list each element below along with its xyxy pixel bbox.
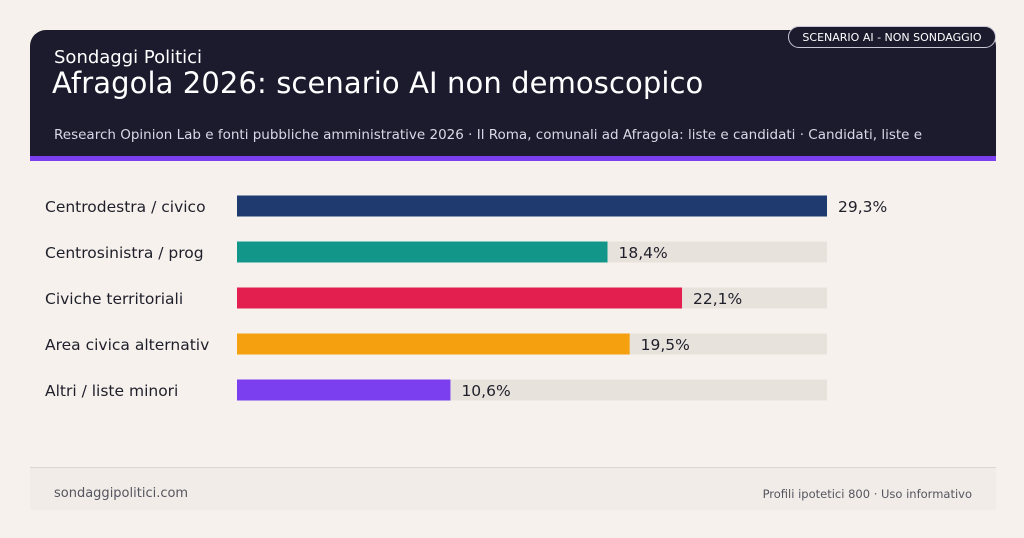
header-panel: Sondaggi Politici Afragola 2026: scenari… [30,30,996,156]
bar [237,287,683,309]
value-label: 18,4% [619,244,668,262]
bar [237,379,451,401]
bar-row: Area civica alternativ 19,5% [45,333,827,355]
scenario-badge: SCENARIO AI - NON SONDAGGIO [788,26,996,48]
category-label: Altri / liste minori [45,382,178,400]
bar-row: Centrodestra / civico 29,3% [45,195,887,217]
bar-row: Centrosinistra / prog 18,4% [45,241,827,263]
bar [237,241,608,263]
bar-chart: Centrodestra / civico 29,3% Centrosinistra… [45,195,887,401]
category-label: Area civica alternativ [45,336,209,354]
sources-line: Research Opinion Lab e fonti pubbliche a… [54,127,923,143]
category-label: Centrosinistra / prog [45,244,204,262]
footer: sondaggipolitici.com Profili ipotetici 8… [30,468,996,510]
value-label: 22,1% [693,290,742,308]
value-label: 29,3% [838,198,887,216]
bar-row: Altri / liste minori 10,6% [45,379,827,401]
brand-name: Sondaggi Politici [54,47,203,68]
footer-note: Profili ipotetici 800 · Uso informativo [762,487,972,501]
header-accent-bar [30,156,996,161]
category-label: Centrodestra / civico [45,198,206,216]
bar [237,195,827,217]
category-label: Civiche territoriali [45,290,183,308]
footer-site-link[interactable]: sondaggipolitici.com [54,486,189,501]
footer-divider [30,467,996,468]
page-title: Afragola 2026: scenario AI non demoscopi… [52,66,704,100]
value-label: 10,6% [461,382,510,400]
bar [237,333,630,355]
value-label: 19,5% [641,336,690,354]
bar-row: Civiche territoriali 22,1% [45,287,827,309]
